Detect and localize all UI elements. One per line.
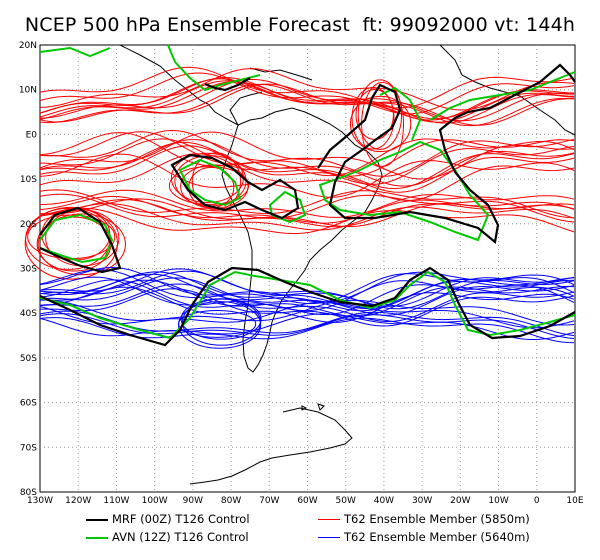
red-member-contour	[39, 153, 575, 201]
legend-blue-member: T62 Ensemble Member (5640m)	[318, 530, 530, 544]
legend-avn: AVN (12Z) T126 Control	[86, 530, 249, 544]
red-member-contour	[24, 206, 118, 280]
lat-tick-label: 40S	[20, 309, 37, 319]
lat-tick-label: E0	[26, 130, 38, 140]
red-member-contour	[349, 95, 412, 153]
red-member-contour	[39, 198, 575, 227]
red-member-contour	[39, 78, 575, 122]
lat-tick-label: 50S	[20, 354, 37, 364]
legend-red-label: T62 Ensemble Member (5850m)	[344, 512, 530, 526]
legend-avn-swatch	[86, 536, 108, 539]
lon-tick-label: 0	[534, 496, 540, 506]
legend-mrf: MRF (00Z) T126 Control	[86, 512, 250, 526]
blue-member-contour	[40, 299, 575, 326]
lat-tick-label: 30S	[20, 265, 37, 275]
lon-tick-label: 90W	[183, 496, 203, 506]
lon-tick-label: 80W	[221, 496, 241, 506]
legend-avn-label: AVN (12Z) T126 Control	[112, 530, 249, 544]
legend-red-member: T62 Ensemble Member (5850m)	[318, 512, 530, 526]
blue-member-contour	[39, 276, 575, 312]
lon-tick-label: 20W	[450, 496, 470, 506]
red-member-contour	[39, 189, 575, 218]
red-ensemble-contours	[24, 66, 575, 280]
red-member-contour	[39, 138, 575, 185]
blue-member-contour	[39, 279, 575, 315]
blue-member-contour	[39, 288, 575, 327]
blue-member-contour	[39, 273, 575, 312]
red-member-contour	[39, 129, 575, 177]
red-member-contour	[39, 132, 575, 177]
coast-caribbean	[249, 67, 313, 81]
lon-tick-label: 10E	[566, 496, 583, 506]
red-member-contour	[39, 189, 575, 219]
legend-blue-swatch	[318, 537, 340, 538]
coast-antarctica	[189, 407, 353, 485]
blue-member-contour	[39, 279, 575, 317]
blue-ensemble-contours	[39, 266, 575, 349]
lon-tick-label: 110W	[103, 496, 129, 506]
red-member-contour	[39, 153, 575, 198]
blue-member-contour	[178, 310, 257, 338]
lon-tick-label: 120W	[65, 496, 91, 506]
lon-tick-label: 130W	[27, 496, 53, 506]
coast-central-america	[119, 44, 263, 127]
red-member-contour	[39, 81, 575, 124]
coast-islands	[301, 403, 325, 411]
legend-mrf-swatch	[86, 518, 108, 521]
red-member-contour	[39, 76, 575, 120]
lon-tick-label: 30W	[412, 496, 432, 506]
lat-tick-label: 10N	[19, 86, 37, 96]
red-member-contour	[351, 87, 395, 150]
red-member-contour	[39, 195, 575, 224]
blue-member-contour	[39, 301, 575, 329]
red-member-contour	[39, 139, 575, 187]
red-member-contour	[37, 213, 126, 276]
blue-member-contour	[39, 313, 575, 340]
map-title: NCEP 500 hPa Ensemble Forecast ft: 99092…	[24, 14, 576, 36]
legend-mrf-label: MRF (00Z) T126 Control	[112, 512, 250, 526]
red-member-contour	[357, 79, 403, 150]
red-member-contour	[39, 141, 575, 190]
red-member-contour	[39, 131, 575, 177]
lat-tick-label: 20S	[20, 220, 37, 230]
red-member-contour	[39, 83, 575, 127]
blue-member-contour	[39, 271, 575, 310]
lon-tick-label: 60W	[297, 496, 317, 506]
red-member-contour	[39, 207, 575, 234]
lat-tick-label: 20N	[19, 41, 37, 51]
lon-tick-label: 70W	[259, 496, 279, 506]
red-member-contour	[39, 145, 575, 193]
legend-blue-label: T62 Ensemble Member (5640m)	[344, 530, 530, 544]
red-member-contour	[39, 66, 575, 109]
lat-tick-label: 70S	[20, 443, 37, 453]
legend-red-swatch	[318, 519, 340, 520]
red-member-contour	[39, 80, 575, 123]
lon-tick-label: 100W	[142, 496, 168, 506]
lat-tick-label: 60S	[20, 399, 37, 409]
lon-tick-label: 10W	[488, 496, 508, 506]
coast-africa	[439, 44, 576, 136]
lat-tick-label: 80S	[20, 488, 37, 498]
mrf-control-contours	[39, 63, 576, 347]
blue-member-contour	[39, 286, 575, 323]
lat-lon-grid	[40, 45, 575, 492]
lon-tick-label: 40W	[374, 496, 394, 506]
red-member-contour	[168, 166, 250, 205]
red-member-contour	[191, 152, 241, 211]
blue-member-contour	[39, 266, 575, 303]
lon-tick-label: 50W	[336, 496, 356, 506]
avn-control-contours	[39, 44, 576, 340]
lat-tick-label: 10S	[20, 175, 37, 185]
